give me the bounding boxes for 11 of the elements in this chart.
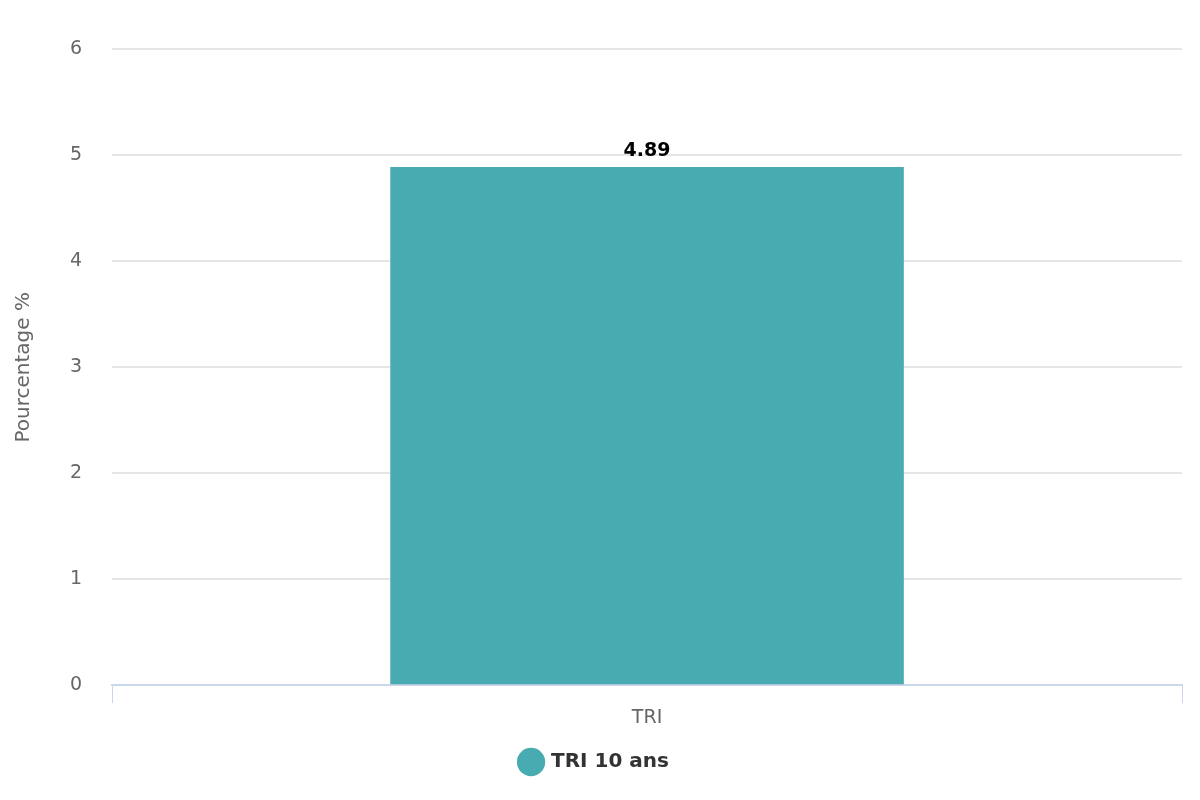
y-tick-label: 0 <box>69 672 83 695</box>
y-tick-label: 2 <box>69 460 83 483</box>
y-tick-label: 4 <box>69 248 83 271</box>
y-tick-label: 5 <box>69 142 83 165</box>
x-tick-label: TRI <box>630 704 663 727</box>
y-tick-label: 3 <box>69 354 83 377</box>
legend-label: TRI 10 ans <box>551 748 669 773</box>
y-tick-label: 1 <box>69 566 83 589</box>
y-axis-title: Pourcentage % <box>10 292 35 443</box>
data-label: 4.89 <box>623 138 671 161</box>
y-tick-label: 6 <box>69 36 83 59</box>
